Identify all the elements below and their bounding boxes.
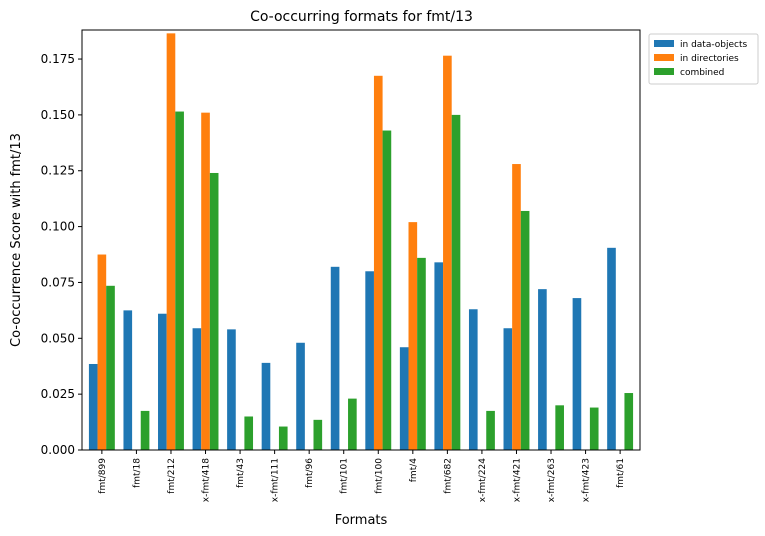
bar-combined-fmt-101 — [348, 398, 357, 450]
bar-combined-fmt-212 — [175, 111, 184, 451]
y-tick-label: 0.150 — [41, 108, 75, 122]
x-tick-label: x-fmt/418 — [202, 458, 212, 503]
bar-combined-fmt-43 — [244, 416, 254, 450]
legend-swatch — [654, 68, 674, 75]
x-axis-ticks: fmt/899 fmt/18 fmt/212 x-fmt/418 fmt/43 x-fmt… — [98, 450, 626, 502]
bar-in-data-objects-x-fmt-263 — [538, 289, 547, 450]
bar-combined-x-fmt-224 — [486, 410, 495, 450]
legend-swatch — [654, 54, 674, 61]
bar-in-data-objects-fmt-212 — [158, 313, 167, 450]
chart-title: Co-occurring formats for fmt/13 — [250, 9, 473, 25]
x-tick-label: x-fmt/224 — [478, 458, 488, 503]
bars-group — [88, 33, 634, 451]
bar-combined-x-fmt-421 — [520, 210, 530, 450]
x-tick-label: x-fmt/111 — [271, 458, 281, 502]
bar-in-data-objects-fmt-101 — [330, 266, 340, 450]
bar-combined-x-fmt-423 — [589, 407, 599, 450]
x-tick-label: fmt/101 — [340, 458, 350, 494]
x-axis-label: Formats — [335, 513, 388, 528]
y-tick-label: 0.025 — [41, 387, 75, 401]
bar-in-directories-fmt-682 — [443, 55, 452, 450]
legend-swatch — [654, 40, 674, 47]
bar-in-data-objects-fmt-4 — [399, 347, 409, 450]
bar-combined-fmt-4 — [417, 257, 426, 450]
bar-in-data-objects-x-fmt-418 — [192, 328, 202, 450]
bar-in-data-objects-fmt-100 — [365, 271, 374, 450]
bar-in-data-objects-fmt-43 — [227, 329, 236, 450]
legend-label: combined — [680, 68, 724, 78]
y-tick-label: 0.175 — [41, 52, 75, 66]
y-axis-ticks: 0.000 0.025 0.050 0.075 0.100 0.125 0.150 0.175 — [41, 52, 82, 457]
x-tick-label: x-fmt/263 — [547, 458, 557, 502]
x-tick-label: x-fmt/421 — [512, 458, 522, 502]
bar-combined-x-fmt-418 — [209, 172, 219, 450]
bar-combined-x-fmt-111 — [278, 426, 288, 450]
bar-in-directories-x-fmt-418 — [201, 112, 210, 450]
bar-in-directories-fmt-212 — [166, 33, 176, 450]
legend: in data-objects in directories combined — [648, 33, 759, 85]
bar-combined-fmt-100 — [382, 130, 392, 450]
legend-label: in data-objects — [680, 40, 747, 50]
bar-combined-fmt-96 — [313, 419, 323, 450]
bar-combined-fmt-682 — [451, 114, 461, 450]
bar-combined-fmt-61 — [624, 393, 634, 450]
y-tick-label: 0.100 — [41, 220, 75, 234]
bar-combined-fmt-18 — [140, 410, 150, 450]
bar-in-directories-x-fmt-421 — [512, 164, 521, 451]
bar-in-data-objects-fmt-96 — [296, 342, 305, 450]
x-tick-label: fmt/212 — [167, 458, 177, 494]
bar-combined-fmt-899 — [106, 285, 115, 450]
bar-in-data-objects-fmt-61 — [607, 247, 616, 450]
y-tick-label: 0.125 — [41, 164, 75, 178]
x-tick-label: fmt/96 — [305, 458, 315, 488]
x-tick-label: fmt/61 — [616, 458, 626, 488]
plot-frame — [81, 29, 641, 451]
x-tick-label: fmt/18 — [132, 458, 142, 488]
bar-in-directories-fmt-4 — [408, 222, 418, 450]
legend-frame — [648, 33, 759, 85]
bar-in-data-objects-x-fmt-421 — [503, 328, 513, 450]
legend-label: in directories — [680, 54, 739, 64]
bar-combined-x-fmt-263 — [555, 405, 564, 450]
bar-in-data-objects-x-fmt-224 — [468, 309, 478, 450]
x-tick-label: fmt/899 — [98, 458, 108, 494]
x-tick-label: fmt/682 — [443, 458, 453, 494]
x-tick-label: x-fmt/423 — [582, 458, 592, 502]
bar-in-directories-fmt-100 — [373, 75, 383, 450]
bar-in-data-objects-x-fmt-111 — [261, 362, 271, 450]
y-tick-label: 0.050 — [41, 331, 75, 345]
bar-in-directories-fmt-899 — [97, 254, 107, 450]
y-tick-label: 0.000 — [41, 443, 75, 457]
bar-in-data-objects-fmt-18 — [123, 310, 133, 450]
y-axis-label: Co-occurrence Score with fmt/13 — [9, 133, 24, 347]
x-tick-label: fmt/4 — [409, 458, 419, 482]
bar-in-data-objects-fmt-899 — [88, 363, 98, 450]
bar-in-data-objects-fmt-682 — [434, 262, 444, 450]
bar-in-data-objects-x-fmt-423 — [572, 298, 582, 450]
y-tick-label: 0.075 — [41, 275, 75, 289]
x-tick-label: fmt/100 — [374, 458, 384, 494]
x-tick-label: fmt/43 — [236, 458, 246, 488]
